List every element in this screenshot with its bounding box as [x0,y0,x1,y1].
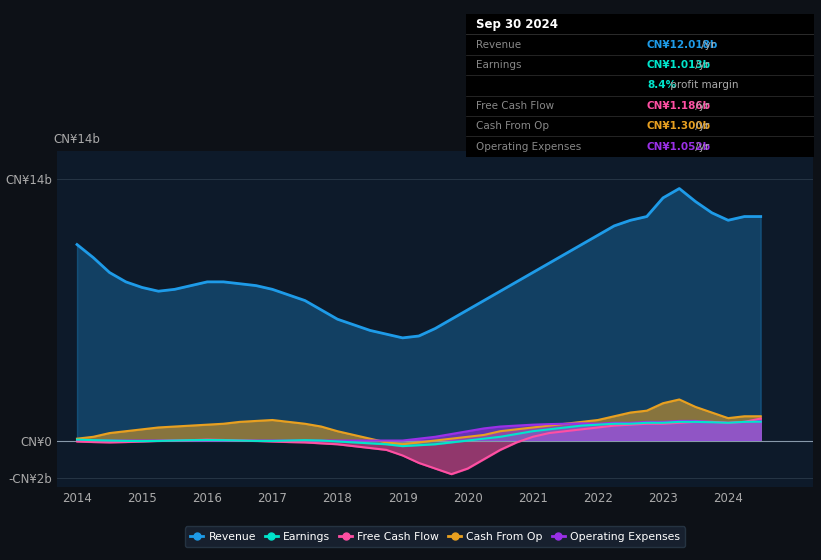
Text: Revenue: Revenue [476,40,521,50]
Text: Cash From Op: Cash From Op [476,121,549,131]
Text: Free Cash Flow: Free Cash Flow [476,101,554,111]
Text: Sep 30 2024: Sep 30 2024 [476,18,558,31]
Text: 8.4%: 8.4% [647,81,676,90]
Text: profit margin: profit margin [667,81,739,90]
Text: CN¥14b: CN¥14b [53,133,100,146]
Text: Operating Expenses: Operating Expenses [476,142,581,152]
Text: CN¥12.018b: CN¥12.018b [647,40,718,50]
Text: CN¥1.052b: CN¥1.052b [647,142,711,152]
Text: CN¥1.013b: CN¥1.013b [647,60,711,70]
Legend: Revenue, Earnings, Free Cash Flow, Cash From Op, Operating Expenses: Revenue, Earnings, Free Cash Flow, Cash … [185,526,686,547]
Text: CN¥1.186b: CN¥1.186b [647,101,711,111]
Text: /yr: /yr [692,60,709,70]
Text: /yr: /yr [692,121,709,131]
Text: /yr: /yr [692,101,709,111]
Text: /yr: /yr [698,40,715,50]
Text: Earnings: Earnings [476,60,521,70]
Text: CN¥1.300b: CN¥1.300b [647,121,711,131]
Text: /yr: /yr [692,142,709,152]
